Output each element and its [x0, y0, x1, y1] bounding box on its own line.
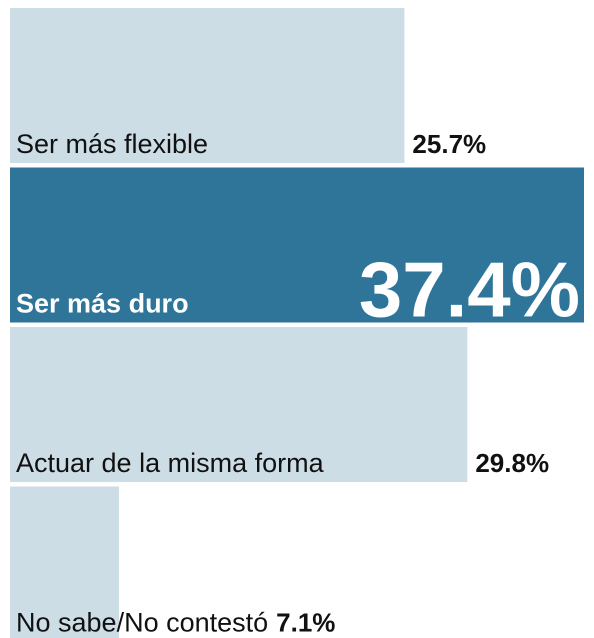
value-label: 29.8%: [475, 448, 549, 478]
bar: [10, 327, 468, 482]
category-label: Actuar de la misma forma: [16, 448, 325, 478]
bar: [10, 486, 119, 638]
bar: [10, 8, 405, 163]
category-label: No sabe/No contestó: [16, 608, 268, 638]
category-label: Ser más duro: [16, 289, 189, 319]
bar: [10, 167, 584, 323]
category-label: Ser más flexible: [16, 129, 208, 159]
value-label: 25.7%: [412, 129, 486, 159]
value-label: 37.4%: [359, 246, 580, 334]
value-label: 7.1%: [276, 608, 335, 638]
